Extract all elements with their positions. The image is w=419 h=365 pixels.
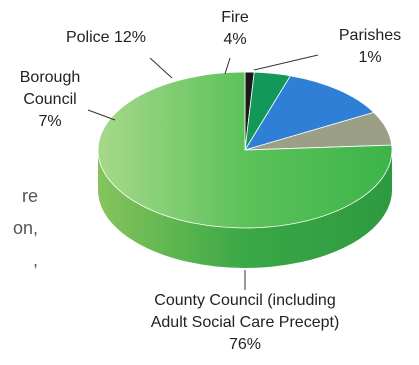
pie-side-0 (98, 150, 392, 268)
pie-slice-0 (97, 71, 393, 229)
background-text-fragment: on, (13, 218, 38, 238)
slice-label-1-line-0: Borough (20, 69, 81, 86)
leader-lines (87, 54, 319, 290)
background-text-fragment: re (22, 186, 38, 206)
leader-line-4 (253, 54, 319, 71)
pie-slice-2 (244, 75, 375, 151)
leader-line-1 (87, 109, 116, 121)
slice-label-4-line-0: Parishes (339, 27, 401, 44)
slice-labels: County Council (including Adult Social Ca… (20, 9, 401, 353)
pie-slices (97, 71, 393, 229)
slice-label-2-line-0: Police 12% (66, 29, 146, 46)
slice-label-3-line-0: Fire (221, 9, 249, 26)
background-text: re on,, (13, 186, 38, 270)
leader-line-3 (224, 57, 231, 75)
slice-label-0-line-2: 76% (229, 336, 261, 353)
slice-label-1-line-2: 7% (38, 113, 61, 130)
pie-sides (98, 150, 392, 268)
slice-label-3-line-1: 4% (223, 31, 246, 48)
slice-label-0-line-1: Adult Social Care Precept) (151, 314, 340, 331)
slice-label-1-line-1: Council (23, 91, 76, 108)
leader-line-2 (149, 57, 173, 79)
slice-label-0-line-0: County Council (including (154, 292, 335, 309)
background-text-fragment: , (33, 250, 38, 270)
slice-label-4-line-1: 1% (358, 49, 381, 66)
